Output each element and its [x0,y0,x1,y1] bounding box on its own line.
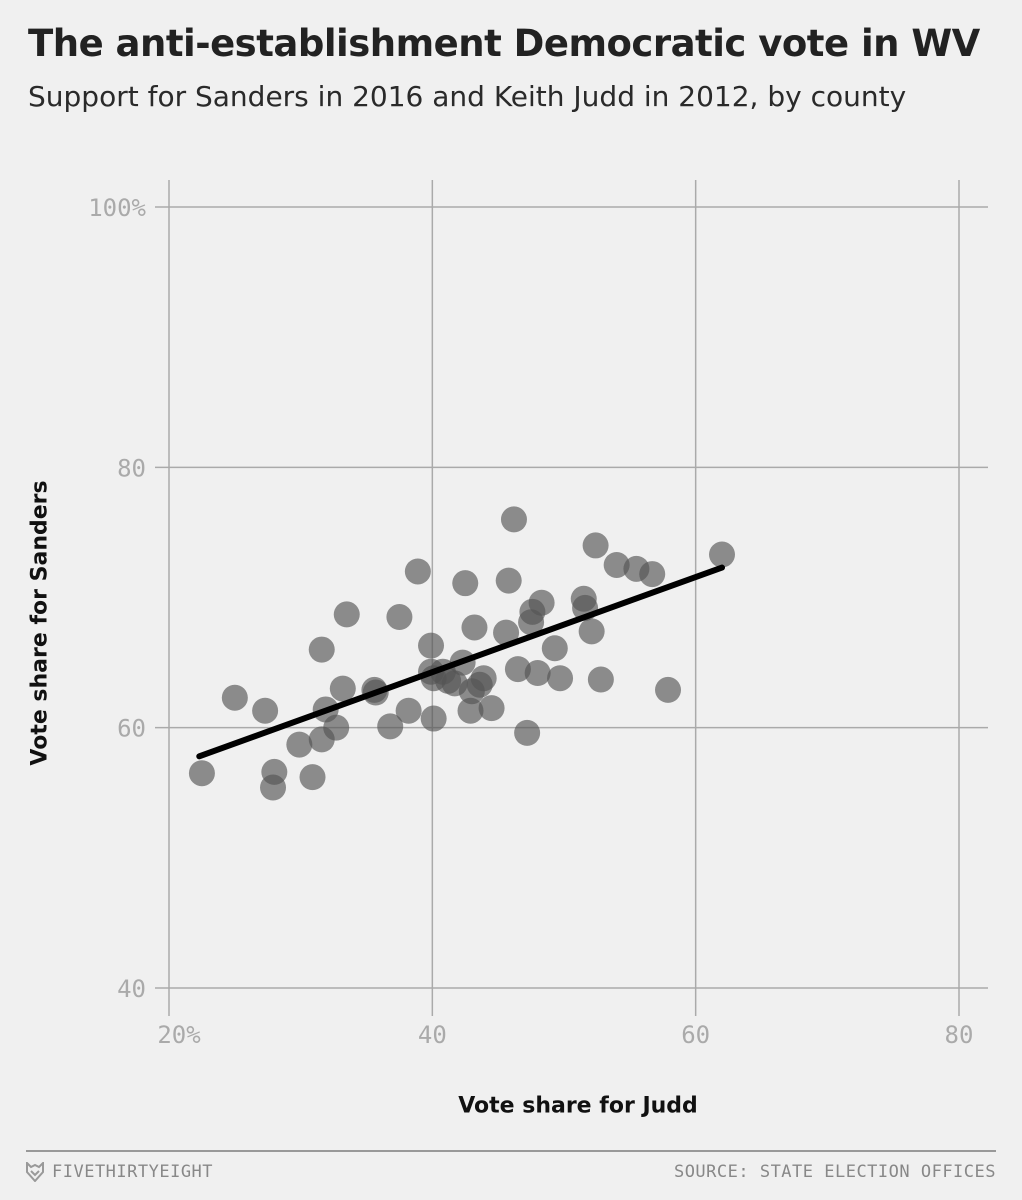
data-point [470,665,497,692]
data-point [452,570,479,597]
y-tick-label: 80 [117,454,146,482]
footer-brand: FIVETHIRTYEIGHT [26,1162,213,1182]
x-tick-label: 60 [681,1021,710,1049]
y-tick-label: 40 [117,975,146,1003]
data-point [493,619,520,646]
fivethirtyeight-fox-icon [26,1162,44,1182]
source-note: SOURCE: STATE ELECTION OFFICES [673,1162,996,1182]
trend-line [196,564,725,760]
data-point [547,665,574,692]
data-point [528,589,555,616]
data-point [587,666,614,693]
data-point [639,561,666,588]
tick-labels: 40 60 80 100% 20% 40 60 80 [88,194,973,1049]
data-point [603,551,630,578]
x-tick-label: 20% [157,1021,201,1049]
x-axis-label: Vote share for Judd [458,1093,698,1119]
data-point [655,676,682,703]
x-tick-label: 40 [418,1021,447,1049]
data-point [386,604,413,631]
data-point [500,506,527,533]
x-tick-label: 80 [945,1021,974,1049]
data-point [541,635,568,662]
data-point [395,697,422,724]
data-point [329,675,356,702]
data-point [286,731,313,758]
data-point [308,636,335,663]
chart-subtitle: Support for Sanders in 2016 and Keith Ju… [28,80,907,113]
data-point [420,705,447,732]
data-point [299,764,326,791]
data-point [514,719,541,746]
data-point [221,684,248,711]
data-point [461,614,488,641]
data-points [188,506,735,801]
data-point [578,618,605,645]
data-point [418,632,445,659]
brand-name: FIVETHIRTYEIGHT [52,1162,214,1182]
data-point [404,558,431,585]
footer-divider [26,1150,996,1152]
y-tick-label: 60 [117,715,146,743]
data-point [188,760,215,787]
data-point [524,659,551,686]
data-point [709,541,735,568]
data-point [478,695,505,722]
y-tick-label: 100% [88,194,146,222]
data-point [457,697,484,724]
data-point [323,714,350,741]
trend-line-group [196,564,725,760]
grid-lines [155,180,988,1016]
data-point [260,774,287,801]
data-point [333,601,360,628]
y-axis-label: Vote share for Sanders [27,480,53,766]
data-point [495,567,522,594]
data-point [252,697,279,724]
data-point [582,532,609,559]
data-point [504,656,531,683]
chart-title: The anti-establishment Democratic vote i… [28,22,980,65]
data-point [377,713,404,740]
